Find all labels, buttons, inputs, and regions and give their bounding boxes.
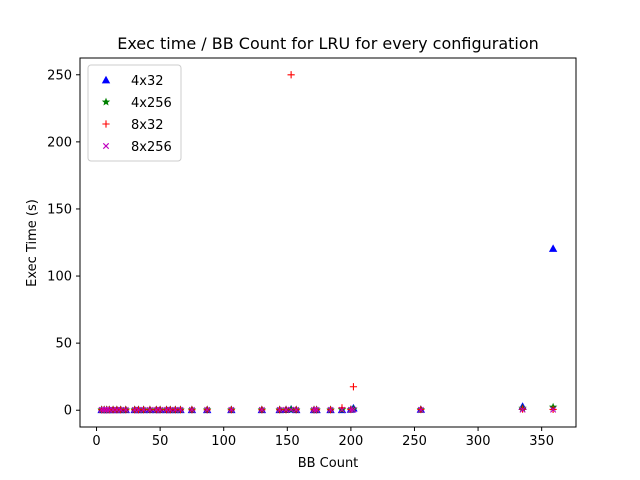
- data-point: [293, 406, 300, 413]
- x-tick-label: 200: [338, 434, 363, 449]
- legend-marker: [102, 142, 110, 150]
- data-point: [310, 406, 318, 413]
- data-point: [117, 406, 124, 413]
- y-tick-label: 200: [47, 135, 72, 150]
- data-point: [204, 406, 211, 413]
- x-tick-label: 100: [211, 434, 236, 449]
- data-point: [177, 406, 184, 413]
- data-point: [327, 406, 334, 413]
- legend-marker: [101, 97, 111, 106]
- data-point: [417, 406, 424, 413]
- data-point: [548, 244, 558, 252]
- legend-item: 8x32: [102, 118, 164, 133]
- data-point: [313, 406, 320, 413]
- legend-item: 8x256: [102, 140, 172, 155]
- y-tick-label: 50: [55, 337, 72, 352]
- x-axis-label: BB Count: [298, 456, 359, 471]
- data-point: [188, 406, 196, 413]
- data-point: [98, 406, 105, 413]
- legend-label: 4x32: [131, 74, 164, 89]
- x-tick-label: 300: [466, 434, 491, 449]
- data-point: [122, 406, 129, 413]
- data-point: [276, 406, 283, 413]
- y-tick-label: 250: [47, 68, 72, 83]
- data-point: [350, 406, 357, 413]
- data-point: [349, 383, 358, 391]
- data-point: [287, 71, 295, 79]
- data-points: [97, 71, 558, 414]
- plot-frame: [79, 57, 577, 428]
- legend-label: 8x256: [131, 140, 172, 155]
- data-point: [228, 406, 235, 413]
- data-point: [349, 404, 358, 413]
- data-point: [157, 406, 164, 413]
- x-tick-label: 350: [529, 434, 554, 449]
- data-point: [167, 406, 174, 413]
- y-tick-label: 150: [47, 202, 72, 217]
- data-point: [146, 406, 154, 413]
- y-tick-label: 0: [64, 404, 72, 419]
- x-tick-label: 0: [92, 434, 100, 449]
- legend: 4x32 4x256 8x32 8x256: [87, 64, 182, 162]
- legend-marker: [101, 75, 111, 84]
- data-point: [140, 406, 147, 413]
- data-point: [172, 406, 179, 413]
- series-8x256: [98, 406, 557, 413]
- x-tick-label: 150: [275, 434, 300, 449]
- data-point: [338, 406, 346, 413]
- data-point: [347, 406, 354, 413]
- data-point: [258, 406, 265, 413]
- legend-marker: [102, 120, 110, 128]
- x-tick-label: 50: [152, 434, 169, 449]
- legend-label: 8x32: [131, 118, 164, 133]
- data-point: [282, 406, 290, 413]
- data-point: [103, 406, 110, 413]
- y-tick-label: 100: [47, 270, 72, 285]
- data-point: [550, 406, 557, 413]
- y-axis-label: Exec Time (s): [25, 199, 40, 287]
- legend-box: [87, 64, 182, 162]
- data-point: [519, 406, 526, 413]
- data-point: [288, 406, 295, 413]
- legend-item: 4x256: [101, 96, 172, 111]
- legend-label: 4x256: [131, 96, 172, 111]
- legend-item: 4x32: [101, 74, 164, 89]
- data-point: [135, 406, 142, 413]
- chart-title: Exec time / BB Count for LRU for every c…: [117, 34, 539, 53]
- x-tick-label: 250: [402, 434, 427, 449]
- data-point: [101, 406, 108, 413]
- axis-ticks: 0 50 100 150 200 250 300 350 0 50 100 150 200 250: [47, 68, 554, 449]
